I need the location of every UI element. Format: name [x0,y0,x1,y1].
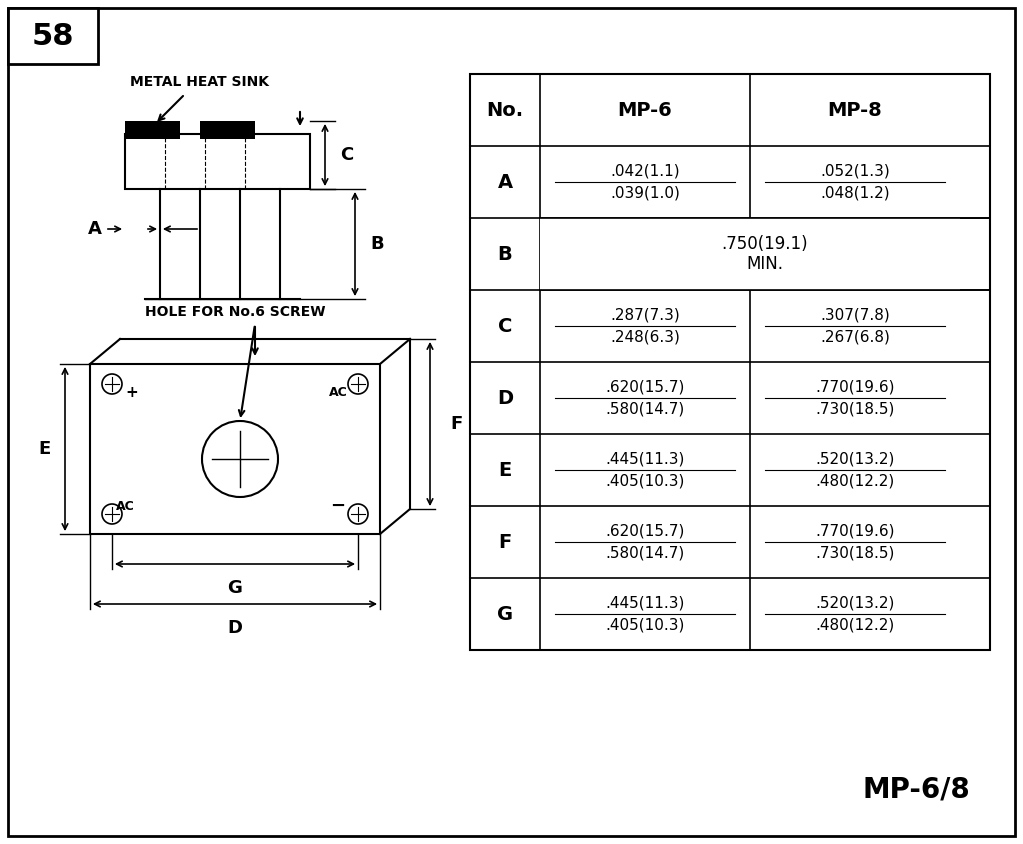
Text: C: C [340,146,353,164]
Text: F: F [450,415,462,433]
Text: B: B [370,235,384,253]
Bar [470,74,990,650]
Text: No.: No. [487,100,524,120]
Bar [90,364,380,534]
Text: METAL HEAT SINK: METAL HEAT SINK [131,75,269,89]
Text: AC: AC [116,500,134,512]
Bar [8,8,98,64]
Text: .039(1.0): .039(1.0) [610,186,680,201]
Text: B: B [497,245,513,263]
Text: C: C [498,316,513,336]
Text: G: G [497,604,514,624]
Text: AC: AC [328,386,348,398]
Text: .480(12.2): .480(12.2) [815,618,895,632]
Text: 58: 58 [32,21,75,51]
Text: MIN.: MIN. [747,255,784,273]
Text: .048(1.2): .048(1.2) [820,186,890,201]
Text: .770(19.6): .770(19.6) [815,380,895,394]
Text: .520(13.2): .520(13.2) [815,452,895,467]
Text: D: D [497,388,514,408]
Text: .287(7.3): .287(7.3) [610,307,680,322]
Text: HOLE FOR No.6 SCREW: HOLE FOR No.6 SCREW [144,305,325,319]
Text: .248(6.3): .248(6.3) [610,329,680,344]
Text: .730(18.5): .730(18.5) [815,545,895,560]
Text: .520(13.2): .520(13.2) [815,596,895,610]
Bar [540,218,960,290]
Text: .405(10.3): .405(10.3) [606,618,684,632]
Text: MP-8: MP-8 [828,100,883,120]
Text: E: E [498,461,512,479]
Text: .267(6.8): .267(6.8) [820,329,890,344]
Text: .307(7.8): .307(7.8) [820,307,890,322]
Text: .480(12.2): .480(12.2) [815,473,895,489]
Text: −: − [330,497,346,515]
Text: .770(19.6): .770(19.6) [815,523,895,538]
Text: .445(11.3): .445(11.3) [606,596,684,610]
Bar [125,121,180,139]
Text: .580(14.7): .580(14.7) [606,545,684,560]
Text: MP-6/8: MP-6/8 [862,775,970,803]
Text: G: G [227,579,242,597]
Text: .580(14.7): .580(14.7) [606,402,684,416]
Text: .052(1.3): .052(1.3) [820,164,890,178]
Text: A: A [88,220,102,238]
Text: +: + [126,385,138,399]
Bar [125,134,310,189]
Text: F: F [498,533,512,551]
Text: D: D [227,619,242,637]
Text: .405(10.3): .405(10.3) [606,473,684,489]
Bar [201,121,255,139]
Text: .750(19.1): .750(19.1) [721,235,808,253]
Text: .445(11.3): .445(11.3) [606,452,684,467]
Text: A: A [497,172,513,192]
Text: .042(1.1): .042(1.1) [610,164,680,178]
Text: .620(15.7): .620(15.7) [606,523,684,538]
Text: MP-6: MP-6 [618,100,672,120]
Text: E: E [39,440,51,458]
Text: .730(18.5): .730(18.5) [815,402,895,416]
Text: .620(15.7): .620(15.7) [606,380,684,394]
